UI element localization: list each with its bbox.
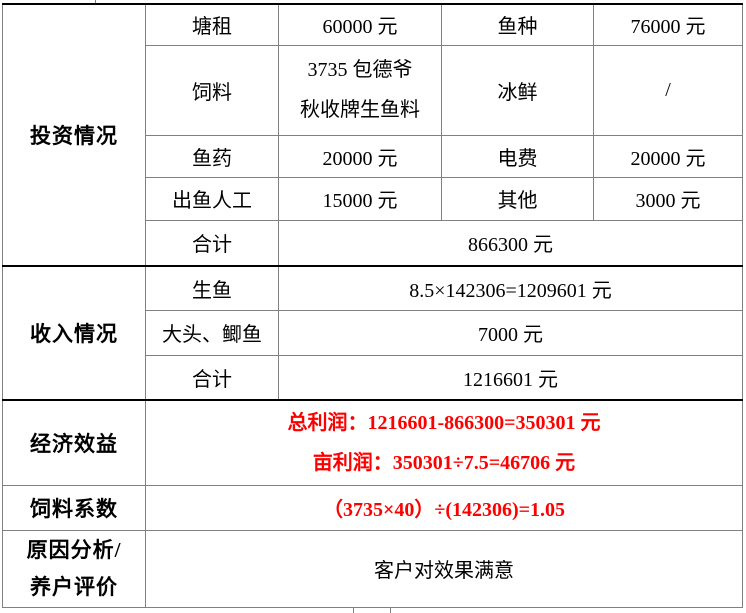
label-cell-income-total: 合计 [145, 354, 279, 401]
label-cell-fresh-bait: 冰鲜 [441, 44, 594, 136]
table-row: 饲料 3735 包德爷 秋收牌生鱼料 冰鲜 / [3, 44, 743, 136]
label-cell-electricity: 电费 [441, 134, 594, 178]
table-row: 出鱼人工 15000 元 其他 3000 元 [3, 176, 743, 221]
section-header-economic-benefit: 经济效益 [2, 399, 146, 486]
label-cell-harvest-labor: 出鱼人工 [145, 176, 279, 221]
label-cell-investment-total: 合计 [145, 219, 279, 267]
label-cell-bighead-crucian: 大头、鲫鱼 [145, 309, 279, 356]
cropped-bottom-row-border-tick-right [390, 608, 391, 613]
cropped-top-row-border-tick [95, 0, 96, 3]
value-cell-harvest-labor: 15000 元 [278, 176, 442, 221]
value-cell-snakehead: 8.5×142306=1209601 元 [278, 265, 743, 311]
total-profit-formula: 总利润：1216601-866300=350301 元 [287, 411, 601, 434]
label-cell-other: 其他 [441, 176, 594, 221]
feed-value-line2: 秋收牌生鱼料 [300, 99, 420, 121]
table-row: 收入情况 生鱼 8.5×142306=1209601 元 [2, 265, 743, 401]
section-header-income: 收入情况 [2, 265, 146, 401]
value-cell-other: 3000 元 [593, 176, 743, 221]
section-header-feed-coefficient: 饲料系数 [2, 484, 146, 531]
value-cell-economic-benefit: 总利润：1216601-866300=350301 元 亩利润：350301÷7… [145, 399, 743, 486]
feed-value-line1: 3735 包德爷 [307, 59, 413, 81]
farming-economics-table: 投资情况 塘租 60000 元 鱼种 76000 元 饲料 3735 包德爷 秋… [2, 3, 743, 608]
value-cell-customer-comment: 客户对效果满意 [145, 529, 743, 608]
label-cell-fish-fry: 鱼种 [441, 3, 594, 46]
value-cell-investment-total: 866300 元 [278, 219, 743, 267]
value-cell-bighead-crucian: 7000 元 [278, 309, 743, 356]
analysis-header-line1: 原因分析/ [26, 537, 122, 562]
cropped-bottom-row-border-tick-left [353, 608, 354, 613]
table-row: 鱼药 20000 元 电费 20000 元 [3, 134, 743, 178]
analysis-header-line2: 养户评价 [30, 574, 118, 599]
label-cell-fish-medicine: 鱼药 [145, 134, 279, 178]
table-row: 合计 866300 元 [3, 219, 743, 267]
value-cell-feed-coefficient: （3735×40）÷(142306)=1.05 [145, 484, 743, 531]
value-cell-electricity: 20000 元 [593, 134, 743, 178]
per-mu-profit-formula: 亩利润：350301÷7.5=46706 元 [312, 451, 576, 474]
table-row: 投资情况 塘租 60000 元 鱼种 76000 元 [2, 3, 743, 267]
table-row: 饲料系数 （3735×40）÷(142306)=1.05 [2, 484, 743, 531]
label-cell-pond-rent: 塘租 [145, 3, 279, 46]
table-row: 原因分析/ 养户评价 客户对效果满意 [2, 529, 743, 608]
value-cell-pond-rent: 60000 元 [278, 3, 442, 46]
section-header-investment: 投资情况 [2, 3, 146, 267]
label-cell-feed: 饲料 [145, 44, 279, 136]
label-cell-snakehead: 生鱼 [145, 265, 279, 311]
value-cell-fish-medicine: 20000 元 [278, 134, 442, 178]
table-row: 经济效益 总利润：1216601-866300=350301 元 亩利润：350… [2, 399, 743, 486]
value-cell-income-total: 1216601 元 [278, 354, 743, 401]
value-cell-fish-fry: 76000 元 [593, 3, 743, 46]
value-cell-feed: 3735 包德爷 秋收牌生鱼料 [278, 44, 442, 136]
value-cell-fresh-bait: / [593, 44, 743, 136]
section-header-analysis: 原因分析/ 养户评价 [2, 529, 146, 608]
table-row: 大头、鲫鱼 7000 元 [3, 309, 743, 356]
